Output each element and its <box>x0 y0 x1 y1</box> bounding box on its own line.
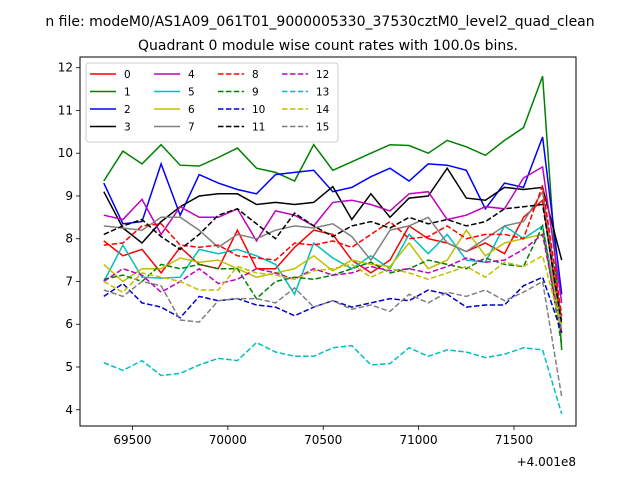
x-tick-label: 70000 <box>209 433 247 447</box>
y-tick-label: 4 <box>65 403 73 417</box>
series-line-6 <box>103 228 563 325</box>
legend-label-13: 13 <box>316 87 329 99</box>
series-line-15 <box>103 280 563 398</box>
y-tick-label: 6 <box>65 317 73 331</box>
legend-label-8: 8 <box>252 69 259 81</box>
y-tick-label: 5 <box>65 360 73 374</box>
legend-label-10: 10 <box>252 104 265 116</box>
series-line-11 <box>103 203 563 325</box>
series-line-4 <box>103 165 563 304</box>
legend-label-4: 4 <box>188 69 195 81</box>
series-line-1 <box>103 75 563 350</box>
series-line-10 <box>103 276 563 334</box>
series-line-14 <box>103 254 563 329</box>
y-tick-label: 7 <box>65 274 73 288</box>
x-tick-label: 70500 <box>304 433 342 447</box>
legend-label-14: 14 <box>316 104 330 116</box>
legend-label-5: 5 <box>188 87 195 99</box>
legend-label-15: 15 <box>316 122 329 134</box>
y-tick-label: 12 <box>58 61 73 75</box>
figure-suptitle: n file: modeM0/AS1A09_061T01_9000005330_… <box>45 14 594 30</box>
legend-label-11: 11 <box>252 122 265 134</box>
legend-label-6: 6 <box>188 104 195 116</box>
series-line-13 <box>103 341 563 415</box>
series-line-8 <box>103 185 563 316</box>
series-line-7 <box>103 189 563 321</box>
series-line-0 <box>103 198 563 333</box>
x-tick-label: 69500 <box>113 433 151 447</box>
chart-title: Quadrant 0 module wise count rates with … <box>138 38 518 54</box>
y-tick-label: 10 <box>58 146 73 160</box>
legend-label-12: 12 <box>316 69 329 81</box>
legend-label-9: 9 <box>252 87 259 99</box>
legend-label-1: 1 <box>124 87 131 99</box>
legend-label-0: 0 <box>124 69 131 81</box>
series-line-2 <box>103 136 563 295</box>
x-axis-offset-label: +4.001e8 <box>517 455 576 469</box>
legend-label-2: 2 <box>124 104 131 116</box>
legend-label-7: 7 <box>188 122 195 134</box>
y-tick-label: 9 <box>65 189 73 203</box>
axes-frame <box>79 56 577 427</box>
x-tick-label: 71500 <box>495 433 533 447</box>
x-tick-label: 71000 <box>400 433 438 447</box>
plot-area <box>103 75 563 415</box>
y-tick-label: 8 <box>65 232 73 246</box>
legend-label-3: 3 <box>124 122 131 134</box>
legend-frame <box>85 62 339 143</box>
y-tick-label: 11 <box>58 103 73 117</box>
